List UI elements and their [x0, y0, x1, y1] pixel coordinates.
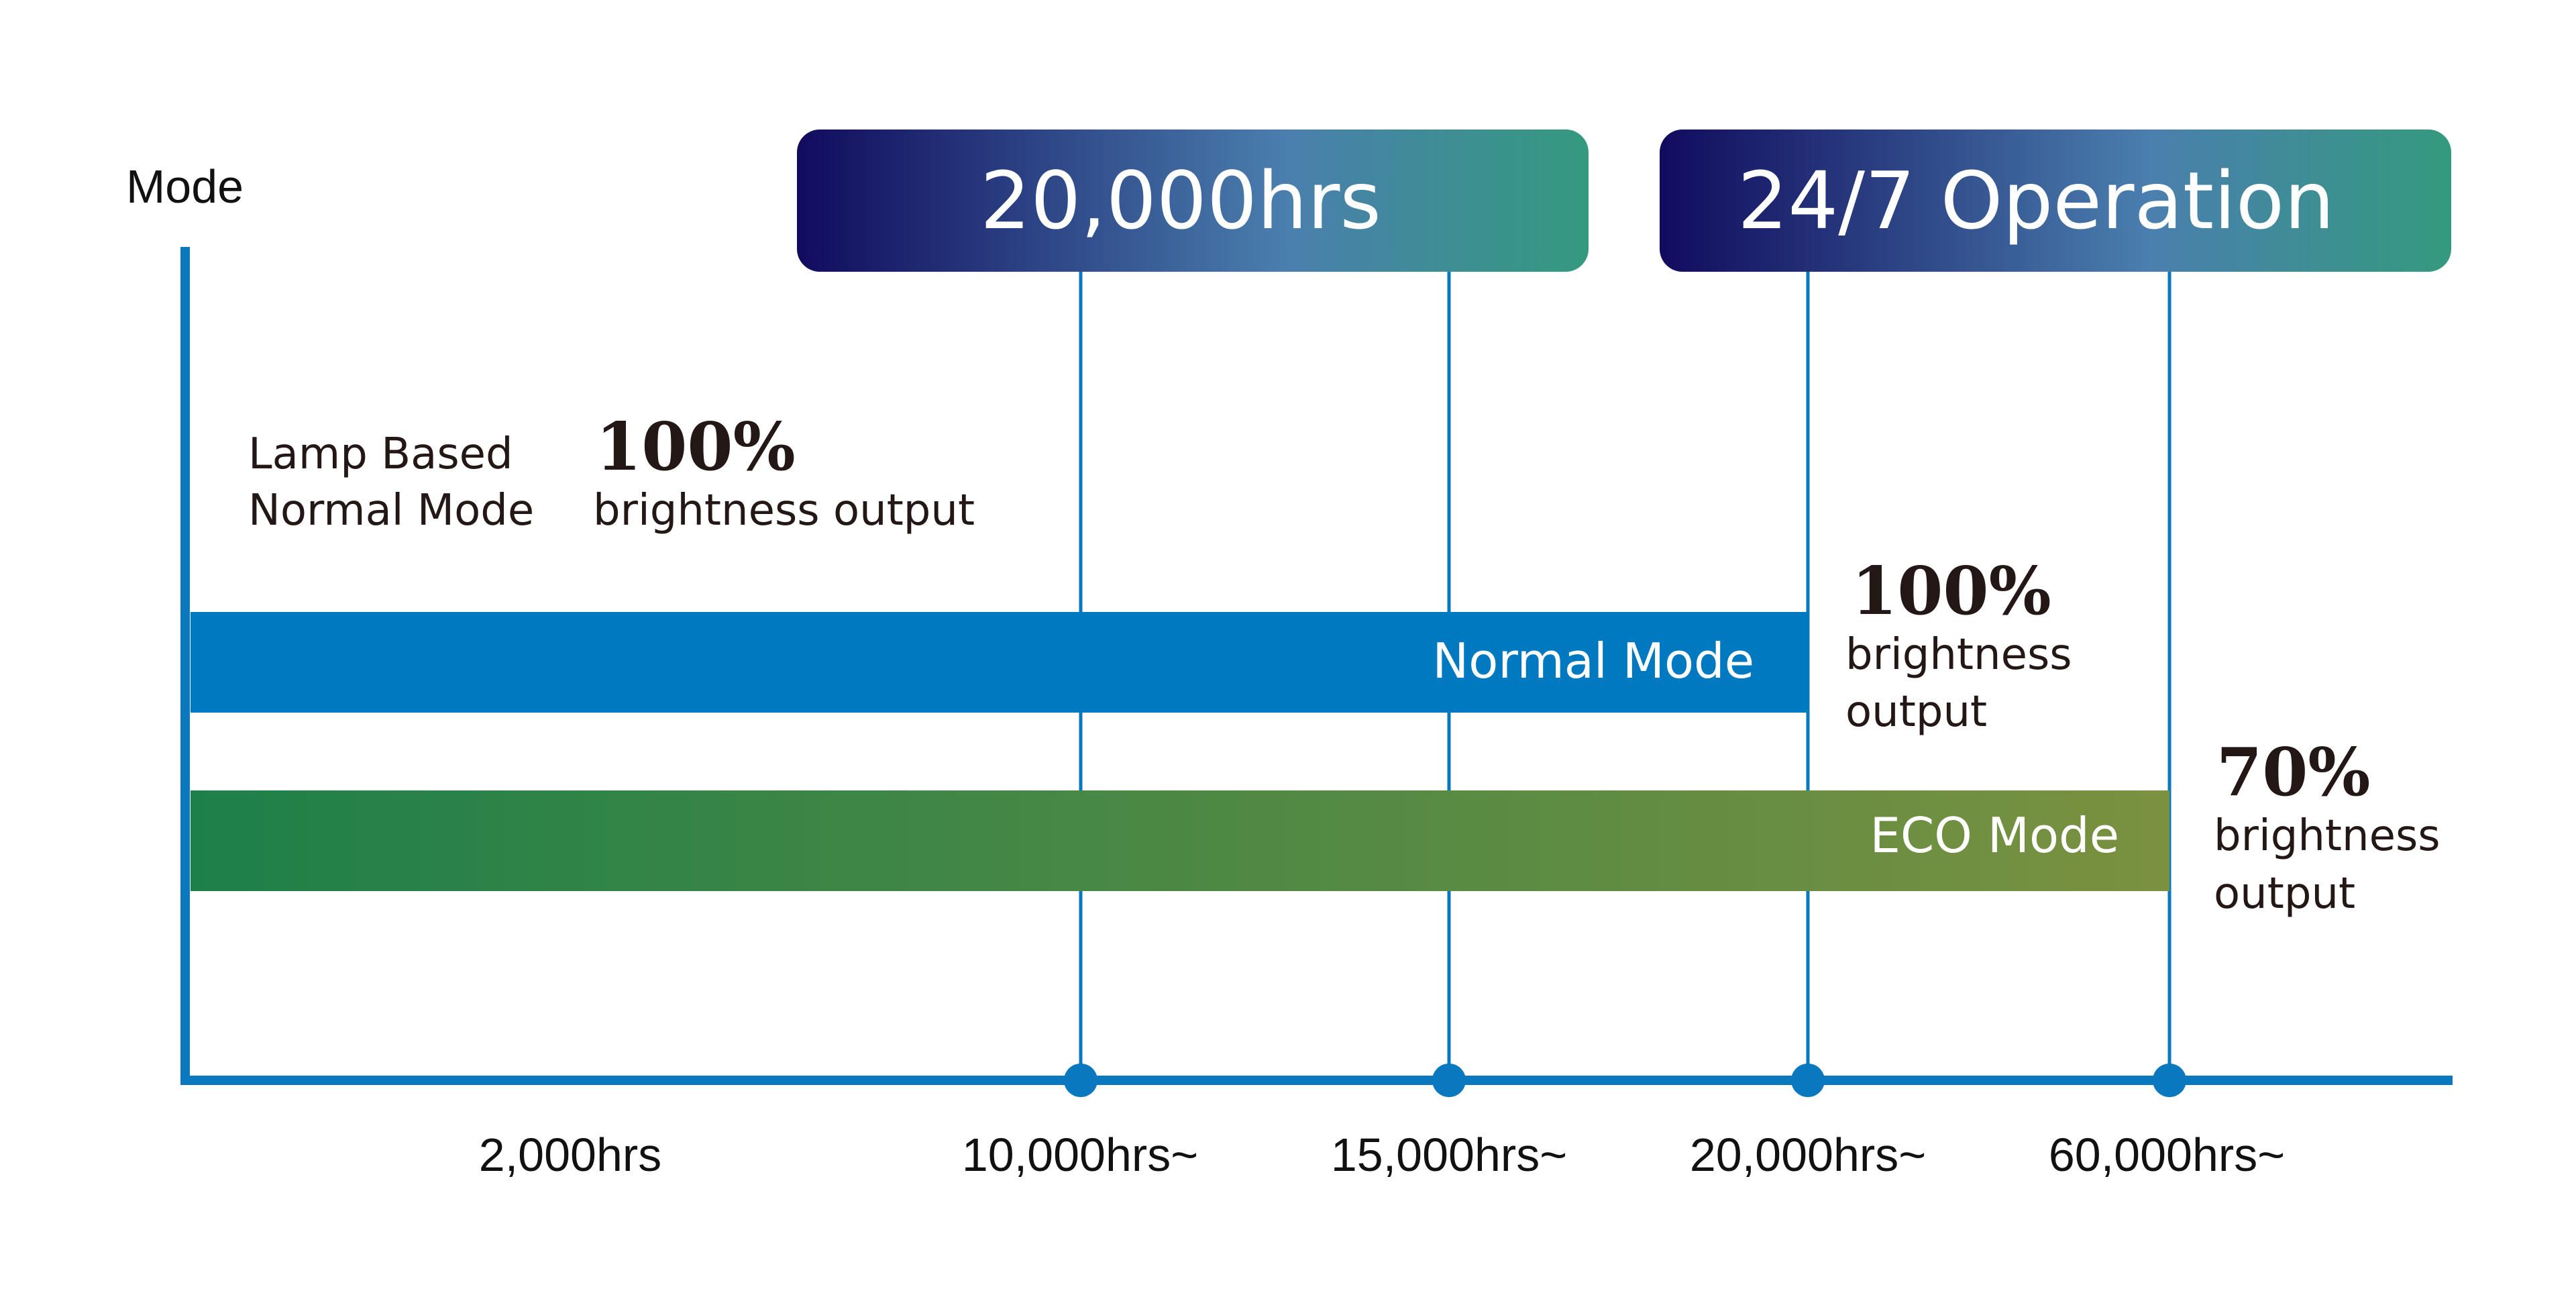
axis-marker-15000 [1432, 1064, 1466, 1097]
x-tick-10000: 10,000hrs~ [962, 1129, 1198, 1181]
banner-247-label: 24/7 Operation [1737, 154, 2334, 247]
banner-20000hrs: 20,000hrs [797, 130, 1589, 272]
x-tick-15000: 15,000hrs~ [1331, 1129, 1567, 1181]
x-tick-60000: 60,000hrs~ [2049, 1129, 2285, 1181]
lamp-desc: brightness output [593, 486, 975, 535]
bar-eco-mode [191, 790, 2169, 891]
axis-marker-20000 [1791, 1064, 1825, 1097]
lamp-label-line2: Normal Mode [248, 486, 534, 535]
bar-normal-mode [191, 612, 1808, 713]
normal-mode-desc-line1: brightness [1845, 630, 2072, 680]
lamp-value: 100% [596, 409, 796, 486]
banner-247-box [1660, 130, 2451, 272]
bar-normal-mode-label: Normal Mode [1432, 633, 1754, 689]
bar-eco-mode-label: ECO Mode [1870, 807, 2120, 864]
eco-mode-value: 70% [2216, 734, 2371, 811]
lamp-label-line1: Lamp Based [248, 429, 513, 479]
banner-20000hrs-label: 20,000hrs [980, 154, 1381, 247]
x-tick-2000: 2,000hrs [479, 1129, 661, 1181]
x-tick-20000: 20,000hrs~ [1690, 1129, 1926, 1181]
y-axis-label: Mode [126, 160, 244, 213]
axis-marker-10000 [1064, 1064, 1097, 1097]
banner-20000hrs-box [797, 130, 1589, 272]
eco-mode-desc-line2: output [2214, 869, 2355, 919]
banner-247-operation: 24/7 Operation [1660, 130, 2451, 272]
normal-mode-desc-line2: output [1845, 687, 1987, 737]
axis-marker-60000 [2153, 1064, 2186, 1097]
eco-mode-desc-line1: brightness [2214, 811, 2440, 861]
normal-mode-value: 100% [1851, 553, 2051, 630]
